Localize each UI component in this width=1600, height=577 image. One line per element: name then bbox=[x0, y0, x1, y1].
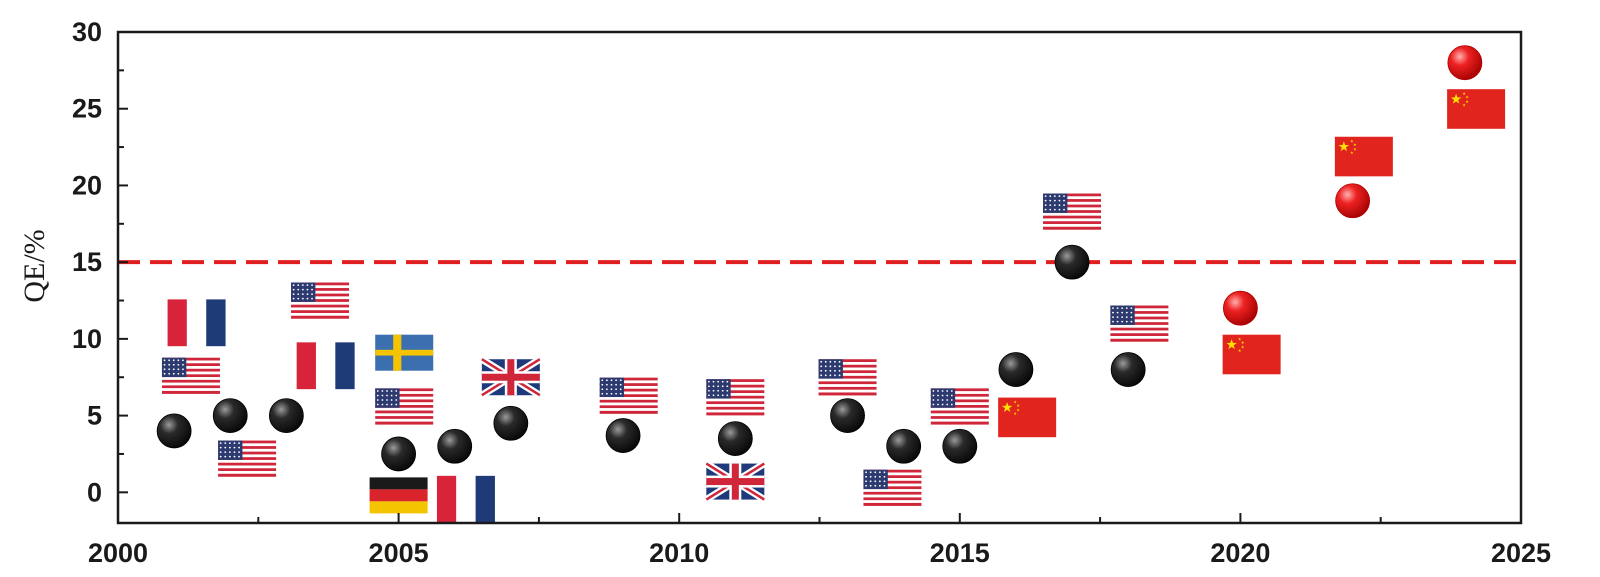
y-tick-label: 30 bbox=[72, 17, 102, 47]
flag-france-icon bbox=[436, 475, 495, 523]
data-point bbox=[830, 398, 865, 433]
data-point bbox=[493, 405, 529, 441]
data-point bbox=[717, 421, 753, 457]
flag-usa-icon bbox=[218, 440, 277, 477]
data-point bbox=[381, 436, 417, 472]
data-point-layer bbox=[156, 45, 1483, 472]
flag-germany-icon bbox=[369, 477, 428, 514]
flag-sweden-icon bbox=[375, 334, 434, 371]
flag-usa-icon bbox=[1043, 193, 1102, 230]
y-tick-label: 15 bbox=[72, 247, 102, 277]
flag-usa-icon bbox=[1110, 305, 1169, 342]
x-tick-label: 2000 bbox=[88, 538, 148, 568]
flag-uk-icon bbox=[479, 356, 542, 399]
axes-layer bbox=[116, 30, 1523, 525]
data-point bbox=[942, 428, 978, 464]
plot-frame bbox=[116, 30, 1523, 525]
flag-usa-icon bbox=[930, 388, 989, 425]
flag-china-icon bbox=[1334, 136, 1393, 177]
flag-marker-layer bbox=[161, 89, 1506, 523]
flag-usa-icon bbox=[291, 282, 350, 319]
x-tick-label: 2025 bbox=[1491, 538, 1551, 568]
y-tick-label: 5 bbox=[87, 401, 102, 431]
y-tick-label: 0 bbox=[87, 477, 102, 507]
flag-france-icon bbox=[167, 299, 226, 347]
x-tick-label: 2015 bbox=[930, 538, 990, 568]
data-point bbox=[1054, 244, 1090, 280]
y-tick-label: 25 bbox=[72, 94, 102, 124]
x-tick-label: 2020 bbox=[1210, 538, 1270, 568]
y-tick-label: 10 bbox=[72, 324, 102, 354]
data-point bbox=[998, 352, 1034, 387]
highlight-data-point bbox=[1223, 290, 1258, 326]
data-point bbox=[212, 398, 248, 433]
flag-usa-icon bbox=[818, 359, 877, 396]
y-tick-label: 20 bbox=[72, 170, 102, 200]
flag-china-icon bbox=[1222, 334, 1281, 375]
data-point bbox=[437, 428, 473, 464]
flag-uk-icon bbox=[704, 460, 767, 503]
flag-usa-icon bbox=[599, 377, 658, 414]
flag-usa-icon bbox=[706, 379, 765, 416]
y-axis-label: QE/% bbox=[18, 229, 51, 302]
data-point bbox=[268, 398, 304, 433]
highlight-data-point bbox=[1447, 45, 1483, 81]
flag-usa-icon bbox=[863, 469, 922, 506]
x-tick-label: 2005 bbox=[369, 538, 429, 568]
data-point bbox=[156, 413, 192, 449]
flag-china-icon bbox=[1447, 89, 1506, 129]
flag-france-icon bbox=[296, 342, 355, 390]
flag-china-icon bbox=[998, 397, 1057, 438]
flag-usa-icon bbox=[161, 357, 220, 394]
data-point bbox=[1110, 352, 1146, 387]
data-point bbox=[886, 428, 922, 464]
flag-usa-icon bbox=[375, 388, 434, 425]
x-tick-label: 2010 bbox=[649, 538, 709, 568]
data-point bbox=[605, 418, 641, 453]
highlight-data-point bbox=[1335, 183, 1371, 219]
